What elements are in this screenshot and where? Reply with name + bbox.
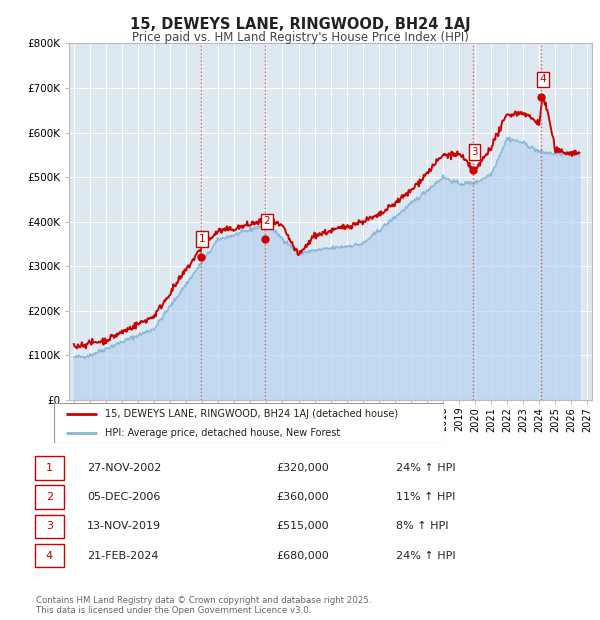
- Text: Price paid vs. HM Land Registry's House Price Index (HPI): Price paid vs. HM Land Registry's House …: [131, 31, 469, 44]
- Text: £515,000: £515,000: [276, 521, 329, 531]
- Text: £680,000: £680,000: [276, 551, 329, 560]
- Text: £360,000: £360,000: [276, 492, 329, 502]
- Text: 24% ↑ HPI: 24% ↑ HPI: [396, 463, 455, 473]
- Text: 4: 4: [46, 551, 53, 560]
- Text: 3: 3: [46, 521, 53, 531]
- Text: 24% ↑ HPI: 24% ↑ HPI: [396, 551, 455, 560]
- Text: 3: 3: [471, 147, 478, 157]
- Text: 11% ↑ HPI: 11% ↑ HPI: [396, 492, 455, 502]
- Text: 8% ↑ HPI: 8% ↑ HPI: [396, 521, 449, 531]
- Text: 27-NOV-2002: 27-NOV-2002: [87, 463, 161, 473]
- Text: 1: 1: [46, 463, 53, 473]
- Text: £320,000: £320,000: [276, 463, 329, 473]
- Text: 15, DEWEYS LANE, RINGWOOD, BH24 1AJ: 15, DEWEYS LANE, RINGWOOD, BH24 1AJ: [130, 17, 470, 32]
- Text: 05-DEC-2006: 05-DEC-2006: [87, 492, 160, 502]
- Text: 4: 4: [539, 74, 546, 84]
- Text: 1: 1: [199, 234, 206, 244]
- Text: 21-FEB-2024: 21-FEB-2024: [87, 551, 158, 560]
- Text: 2: 2: [46, 492, 53, 502]
- Text: 15, DEWEYS LANE, RINGWOOD, BH24 1AJ (detached house): 15, DEWEYS LANE, RINGWOOD, BH24 1AJ (det…: [105, 409, 398, 419]
- Text: 2: 2: [263, 216, 270, 226]
- Text: HPI: Average price, detached house, New Forest: HPI: Average price, detached house, New …: [105, 428, 340, 438]
- Text: 13-NOV-2019: 13-NOV-2019: [87, 521, 161, 531]
- Text: Contains HM Land Registry data © Crown copyright and database right 2025.
This d: Contains HM Land Registry data © Crown c…: [36, 596, 371, 615]
